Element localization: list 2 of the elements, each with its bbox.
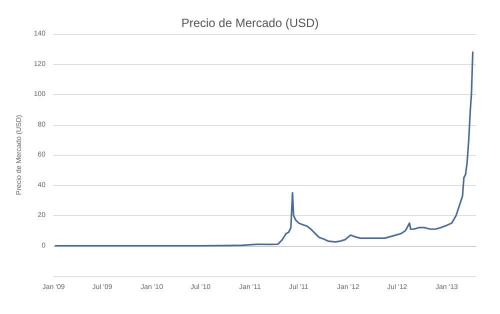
chart-title: Precio de Mercado (USD) [181, 16, 319, 30]
line-series [54, 51, 474, 247]
